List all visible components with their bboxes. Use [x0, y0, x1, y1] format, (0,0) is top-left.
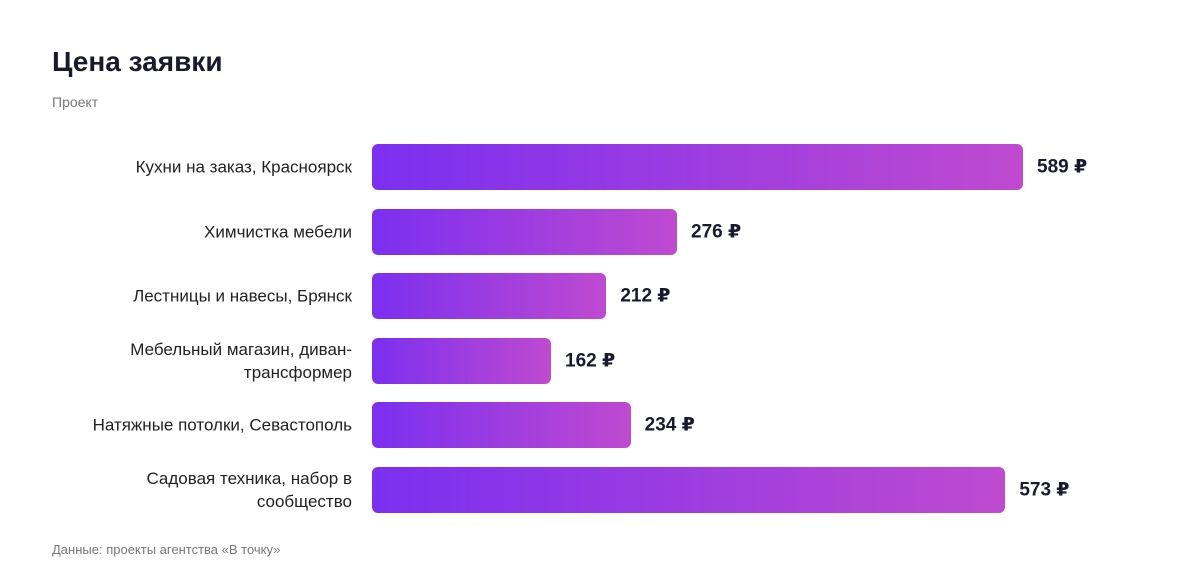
subtitle: Проект — [52, 94, 99, 110]
bar — [372, 208, 678, 255]
bar — [372, 467, 1006, 513]
value-label: 162 ₽ — [565, 350, 616, 372]
category-label: Садовая техника, набор в сообщество — [146, 469, 352, 511]
category-label: Кухни на заказ, Красноярск — [135, 157, 352, 177]
bar — [372, 273, 607, 320]
value-label: 276 ₽ — [691, 221, 742, 243]
category-label: Химчистка мебели — [204, 222, 352, 242]
value-label: 234 ₽ — [644, 414, 695, 436]
category-label: Натяжные потолки, Севастополь — [92, 415, 352, 435]
value-label: 212 ₽ — [620, 285, 671, 307]
value-label: 589 ₽ — [1037, 156, 1088, 178]
bar — [372, 337, 552, 384]
value-label: 573 ₽ — [1019, 479, 1070, 501]
bar — [372, 144, 1023, 190]
chart-title: Цена заявки — [52, 46, 223, 77]
bar — [372, 402, 631, 449]
category-label: Мебельный магазин, диван- трансформер — [130, 339, 352, 382]
source-note: Данные: проекты агентства «В точку» — [52, 542, 281, 557]
category-label: Лестницы и навесы, Брянск — [133, 286, 352, 306]
